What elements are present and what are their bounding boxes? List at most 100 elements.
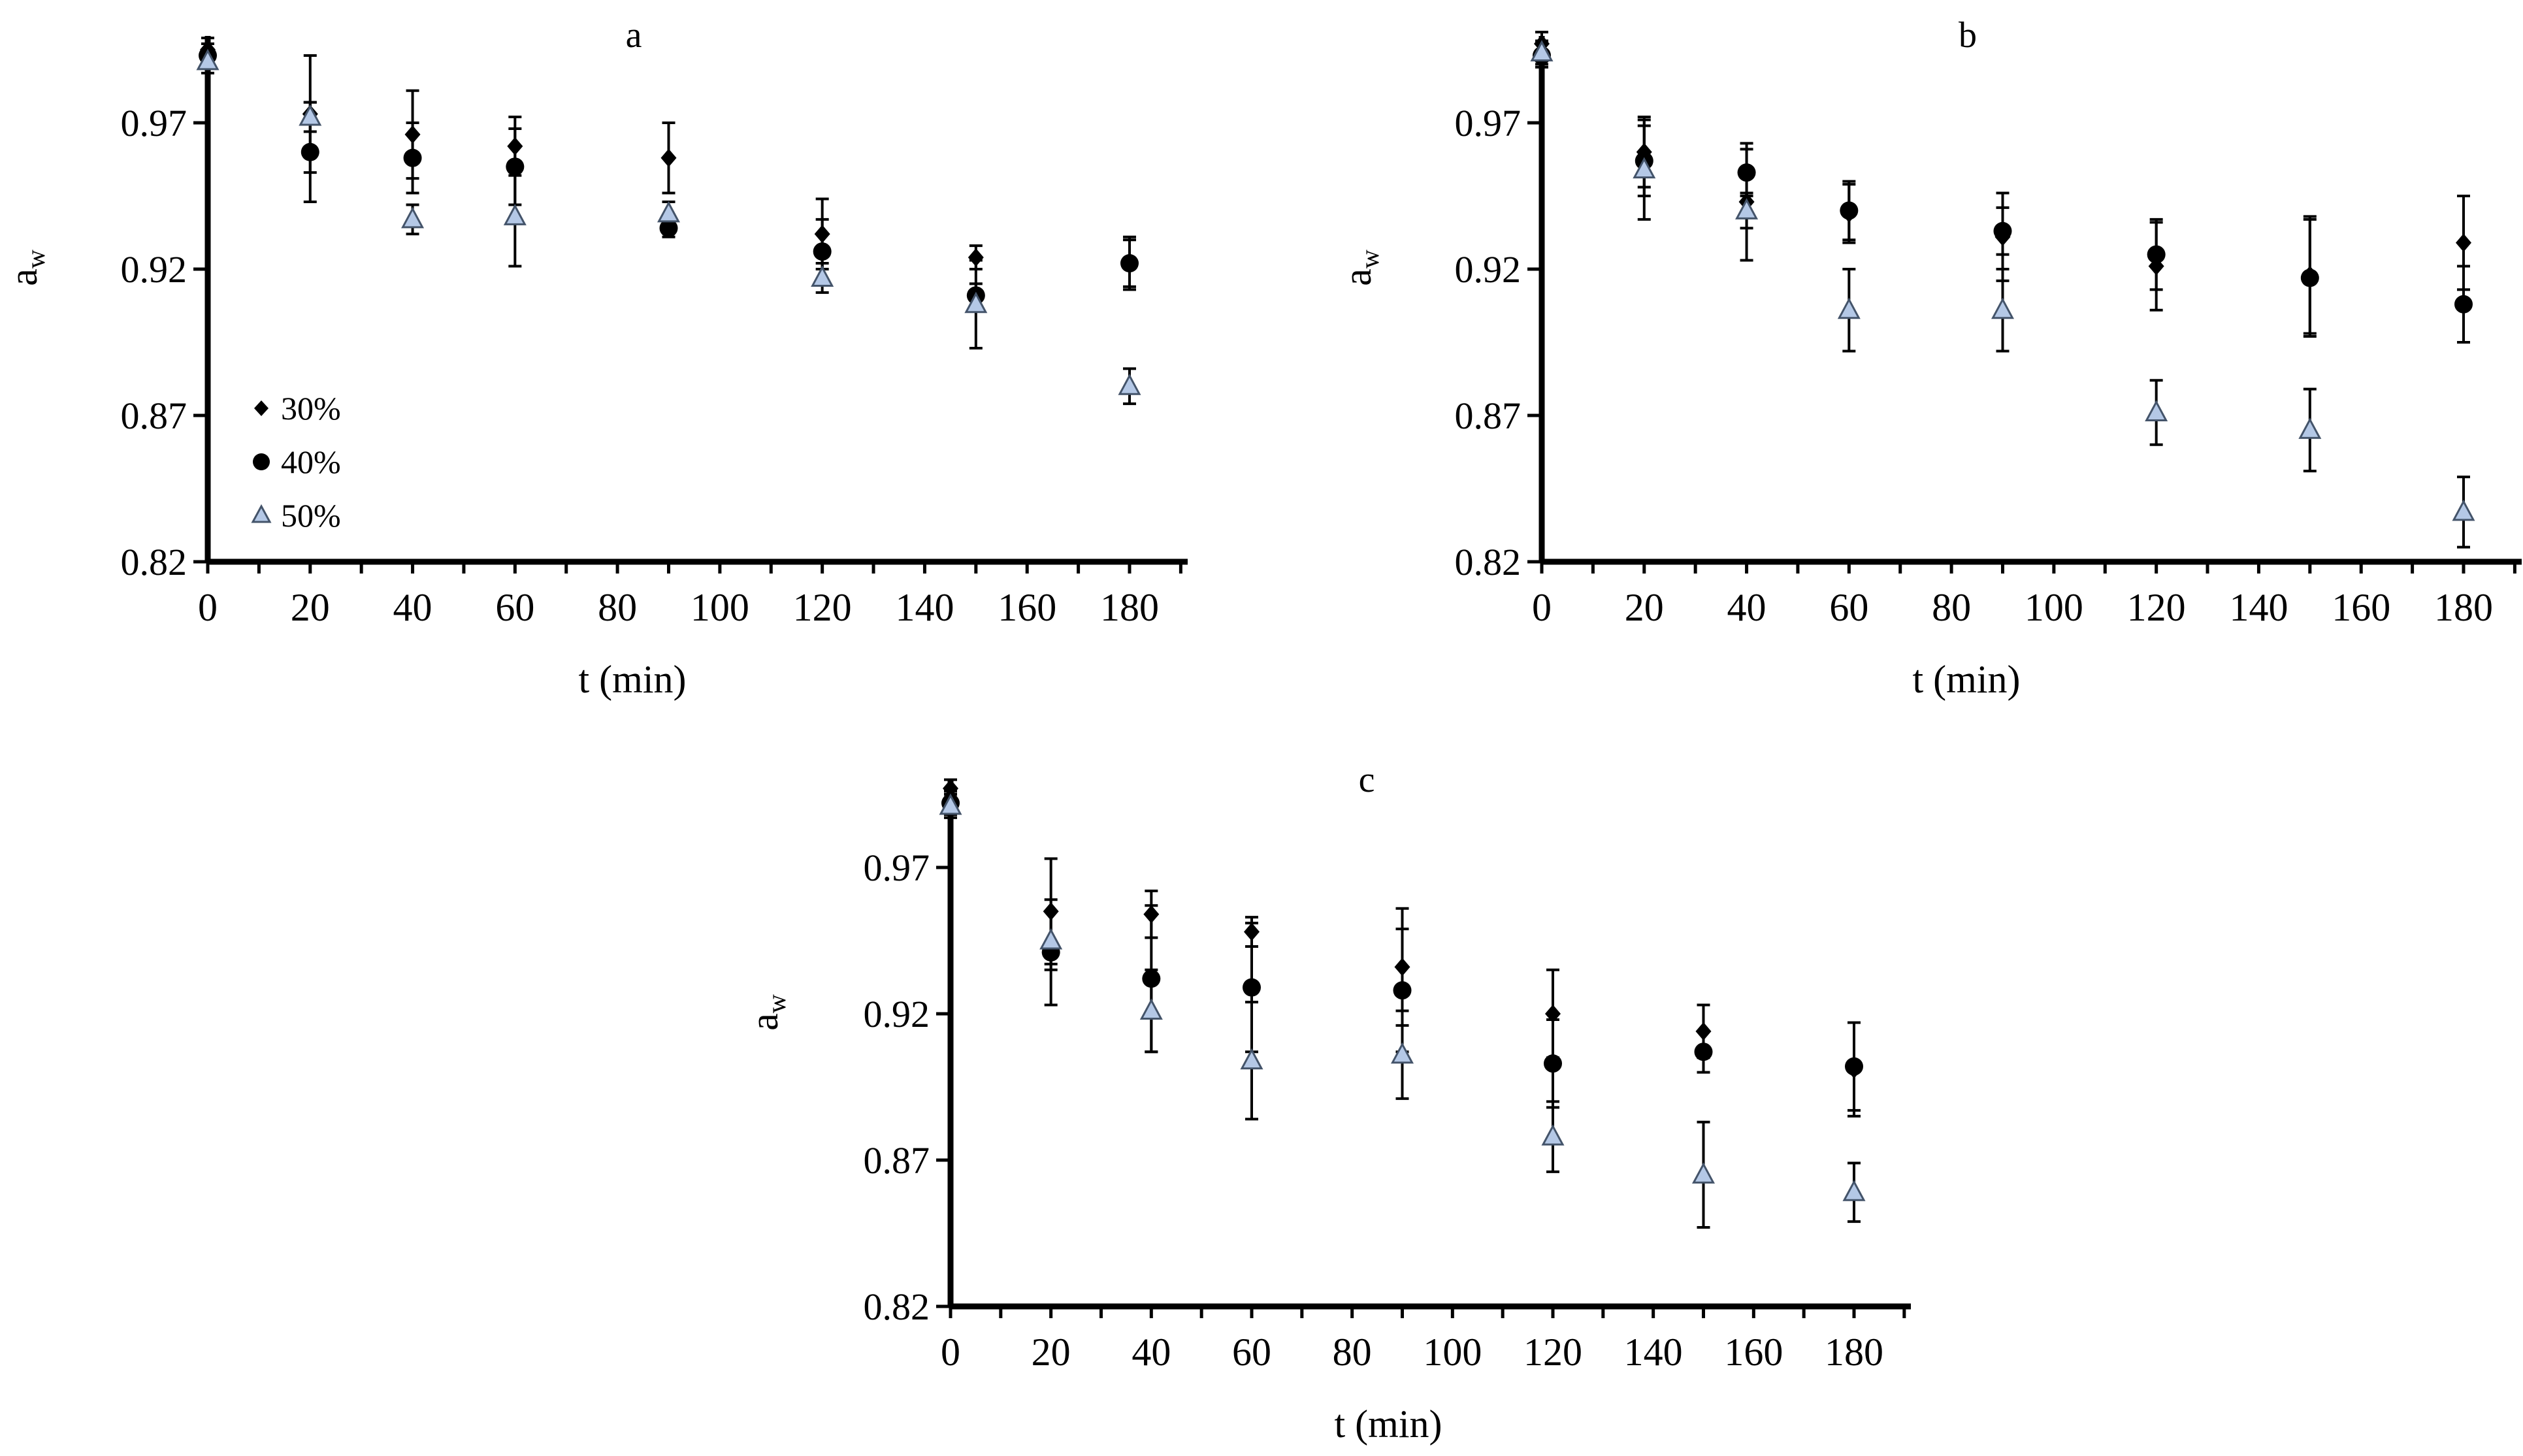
x-axis-label: t (min) — [1913, 658, 2021, 701]
panel-title: c — [1359, 760, 1375, 800]
x-tick-label: 180 — [1100, 586, 1159, 629]
x-tick-label: 80 — [1932, 586, 1971, 629]
legend-marker-30pct — [254, 400, 269, 416]
x-tick-label: 140 — [2229, 586, 2288, 629]
point-50pct — [657, 201, 681, 223]
legend: 30% 40% 50% — [251, 390, 341, 534]
point-50pct — [1139, 998, 1163, 1020]
point-30pct — [660, 148, 677, 167]
x-tick-label: 0 — [1532, 586, 1552, 629]
point-40pct — [2147, 245, 2166, 264]
legend-marker-40pct — [253, 453, 270, 470]
point-40pct — [301, 142, 319, 161]
point-30pct — [968, 248, 984, 267]
x-tick-label: 0 — [941, 1331, 960, 1374]
y-tick-label: 0.82 — [121, 541, 187, 583]
point-40pct — [1393, 981, 1412, 1000]
x-tick-label: 20 — [1625, 586, 1664, 629]
y-tick-label: 0.97 — [121, 102, 187, 144]
point-30pct — [2456, 233, 2471, 252]
point-50pct — [1633, 157, 1656, 179]
x-tick-label: 40 — [1727, 586, 1766, 629]
y-tick-label: 0.92 — [1455, 248, 1522, 291]
point-50pct — [2298, 417, 2322, 439]
x-tick-label: 120 — [793, 586, 852, 629]
legend-marker-50pct — [251, 504, 272, 523]
axes: 0 20 40 60 80 100 120 140 160 180 0.82 0.87 0.92 0.97 — [121, 36, 1188, 629]
point-40pct — [403, 148, 422, 167]
y-tick-label: 0.97 — [864, 847, 930, 889]
point-40pct — [1845, 1057, 1863, 1076]
point-50pct — [811, 265, 834, 287]
point-50pct — [1530, 40, 1554, 61]
y-tick-label: 0.82 — [864, 1286, 930, 1328]
x-tick-label: 120 — [2127, 586, 2186, 629]
x-tick-label: 40 — [1131, 1331, 1171, 1374]
x-tick-label: 60 — [1232, 1331, 1271, 1374]
x-tick-label: 60 — [495, 586, 534, 629]
panel-b: b t (min) aw 0 20 40 60 80 100 120 140 160 180 0.8… — [1336, 15, 2522, 701]
y-axis-label: aw — [1336, 250, 1384, 286]
point-40pct — [2454, 295, 2473, 314]
point-50pct — [2145, 400, 2168, 422]
x-tick-label: 0 — [198, 586, 218, 629]
x-tick-label: 120 — [1523, 1331, 1582, 1374]
y-axis-label-subscript: w — [21, 250, 50, 268]
point-50pct — [299, 104, 322, 126]
panel-title: a — [626, 15, 642, 56]
legend-label: 30% — [281, 390, 341, 427]
point-40pct — [1993, 221, 2012, 240]
y-tick-label: 0.87 — [1455, 395, 1522, 437]
point-40pct — [1120, 254, 1139, 273]
x-tick-label: 180 — [2434, 586, 2493, 629]
point-50pct — [939, 793, 962, 815]
x-tick-label: 20 — [291, 586, 330, 629]
x-tick-label: 100 — [691, 586, 749, 629]
y-tick-label: 0.92 — [121, 248, 187, 291]
y-axis-label-main: a — [743, 1013, 786, 1031]
panel-a: a t (min) aw 0 20 40 60 80 100 120 140 160 1800.8… — [2, 15, 1188, 701]
point-50pct — [503, 204, 527, 225]
x-tick-label: 180 — [1825, 1331, 1883, 1374]
y-axis-label-main: a — [2, 268, 45, 286]
axes: 0 20 40 60 80 100 120 140 160 180 0.82 0.87 0.92 0.97 — [1455, 36, 2522, 629]
x-tick-label: 100 — [2025, 586, 2083, 629]
x-tick-label: 40 — [393, 586, 432, 629]
data-marks — [939, 778, 1866, 1229]
x-tick-label: 160 — [1724, 1331, 1783, 1374]
y-axis-label: aw — [743, 994, 791, 1031]
point-50pct — [964, 291, 988, 314]
x-tick-label: 140 — [895, 586, 954, 629]
point-40pct — [813, 242, 832, 261]
point-40pct — [1694, 1043, 1713, 1061]
x-tick-label: 160 — [2332, 586, 2390, 629]
point-50pct — [1735, 198, 1759, 219]
data-marks — [1530, 31, 2475, 549]
y-axis-label-subscript: w — [762, 994, 791, 1013]
y-axis-label: aw — [2, 250, 50, 286]
x-tick-label: 80 — [598, 586, 637, 629]
point-50pct — [1842, 1180, 1866, 1201]
x-axis-label: t (min) — [1335, 1402, 1442, 1446]
point-50pct — [1390, 1042, 1414, 1064]
point-40pct — [1544, 1054, 1562, 1073]
legend-label: 40% — [281, 444, 341, 480]
x-tick-label: 80 — [1333, 1331, 1372, 1374]
point-50pct — [1837, 297, 1861, 319]
y-axis-label-main: a — [1336, 268, 1379, 286]
x-tick-label: 140 — [1624, 1331, 1683, 1374]
point-50pct — [1991, 297, 2015, 319]
legend-label: 50% — [281, 497, 341, 534]
x-tick-label: 160 — [998, 586, 1056, 629]
x-tick-label: 100 — [1423, 1331, 1482, 1374]
point-50pct — [1240, 1048, 1263, 1070]
point-50pct — [1118, 374, 1141, 395]
x-axis-label: t (min) — [579, 658, 687, 701]
point-50pct — [196, 48, 220, 71]
point-40pct — [1840, 201, 1859, 220]
point-50pct — [1691, 1162, 1716, 1184]
point-40pct — [1737, 163, 1756, 182]
x-tick-label: 60 — [1829, 586, 1868, 629]
panel-title: b — [1959, 15, 1977, 56]
